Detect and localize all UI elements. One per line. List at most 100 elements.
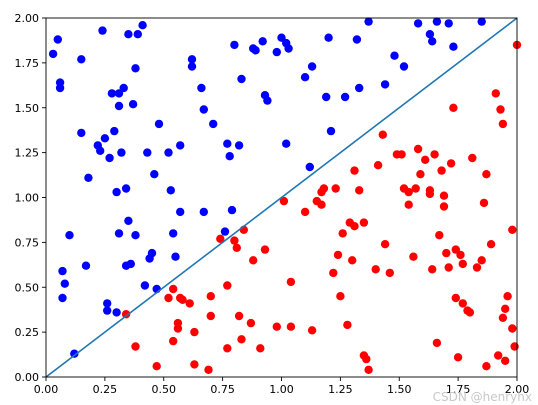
y-tick-label: 1.50 bbox=[15, 102, 40, 115]
red-point bbox=[223, 344, 232, 353]
red-point bbox=[331, 184, 340, 193]
red-point bbox=[319, 184, 329, 193]
red-point bbox=[380, 240, 390, 249]
red-point bbox=[453, 353, 463, 362]
blue-point bbox=[128, 100, 138, 109]
watermark: CSDN @henryhx bbox=[432, 390, 532, 404]
red-point bbox=[446, 159, 456, 168]
red-point bbox=[501, 304, 510, 313]
blue-point bbox=[176, 141, 185, 150]
blue-point bbox=[225, 152, 234, 161]
plot-frame bbox=[45, 17, 518, 378]
blue-point bbox=[197, 83, 206, 93]
red-point bbox=[232, 243, 241, 252]
red-point bbox=[350, 222, 359, 231]
blue-point bbox=[110, 126, 119, 136]
y-tick-label: 2.00 bbox=[15, 12, 40, 25]
blue-point bbox=[171, 252, 180, 261]
blue-point bbox=[114, 229, 124, 238]
y-tick-label: 0.75 bbox=[15, 236, 40, 249]
blue-point bbox=[84, 173, 93, 182]
red-point bbox=[479, 198, 489, 208]
red-point bbox=[439, 191, 449, 200]
x-tick-label: 1.50 bbox=[387, 383, 412, 396]
blue-point bbox=[187, 62, 197, 71]
red-point bbox=[428, 265, 437, 274]
red-point bbox=[185, 299, 194, 308]
red-point bbox=[279, 196, 289, 206]
red-point bbox=[371, 265, 380, 274]
blue-point bbox=[352, 35, 362, 44]
blue-point bbox=[305, 162, 314, 172]
red-point bbox=[444, 263, 453, 272]
red-point bbox=[425, 189, 435, 199]
blue-point bbox=[251, 46, 260, 55]
red-point bbox=[477, 256, 486, 265]
red-point bbox=[348, 256, 357, 265]
x-tick-label: 0.00 bbox=[34, 383, 59, 396]
red-point bbox=[416, 170, 425, 179]
blue-point bbox=[124, 216, 133, 225]
red-point bbox=[397, 150, 406, 159]
blue-point bbox=[322, 92, 331, 102]
blue-point bbox=[399, 62, 409, 71]
red-point bbox=[439, 202, 449, 211]
red-point bbox=[404, 200, 413, 209]
red-point bbox=[249, 256, 258, 265]
blue-point bbox=[227, 205, 237, 215]
blue-point bbox=[147, 248, 157, 258]
red-point bbox=[333, 250, 343, 260]
red-point bbox=[359, 218, 369, 227]
red-point bbox=[373, 161, 383, 170]
y-axis: 0.00 0.25 0.50 0.75 1.00 1.25 1.50 1.75 2.00 bbox=[15, 12, 46, 384]
red-point bbox=[482, 362, 491, 371]
blue-point bbox=[380, 80, 390, 89]
red-point bbox=[510, 342, 519, 351]
red-point bbox=[496, 105, 505, 114]
red-point bbox=[385, 268, 394, 278]
blue-point bbox=[282, 139, 291, 148]
blue-point bbox=[428, 37, 437, 46]
y-tick-label: 1.25 bbox=[15, 147, 40, 160]
blue-point bbox=[300, 73, 310, 82]
blue-point bbox=[187, 55, 197, 64]
blue-point bbox=[209, 119, 218, 129]
red-point bbox=[190, 327, 199, 337]
red-point bbox=[468, 153, 477, 163]
blue-point bbox=[53, 35, 62, 44]
red-point bbox=[234, 311, 244, 321]
blue-point bbox=[126, 259, 135, 269]
blue-point bbox=[121, 184, 131, 193]
blue-point bbox=[449, 42, 458, 51]
blue-point bbox=[223, 139, 232, 148]
blue-point bbox=[105, 153, 114, 163]
blue-point bbox=[154, 119, 164, 129]
blue-point bbox=[258, 37, 267, 46]
blue-point bbox=[324, 33, 333, 42]
blue-point bbox=[140, 281, 150, 290]
red-point bbox=[343, 320, 352, 330]
red-point bbox=[286, 322, 296, 331]
blue-point bbox=[432, 17, 442, 26]
red-point bbox=[237, 335, 246, 344]
blue-point bbox=[103, 306, 112, 315]
red-point bbox=[256, 344, 265, 353]
red-point bbox=[164, 293, 173, 303]
red-point bbox=[355, 186, 364, 195]
blue-point bbox=[114, 89, 124, 98]
red-point bbox=[190, 360, 199, 369]
blue-point bbox=[326, 126, 336, 136]
red-point-series bbox=[121, 40, 522, 374]
blue-point bbox=[124, 30, 133, 39]
blue-point bbox=[77, 128, 86, 138]
red-point bbox=[169, 284, 178, 294]
blue-point bbox=[58, 266, 67, 276]
blue-point bbox=[114, 101, 124, 111]
red-point bbox=[206, 292, 215, 301]
red-point bbox=[338, 229, 347, 238]
red-point bbox=[456, 250, 465, 260]
red-point bbox=[435, 231, 444, 240]
red-point bbox=[409, 252, 418, 261]
x-tick-label: 1.25 bbox=[328, 383, 353, 396]
